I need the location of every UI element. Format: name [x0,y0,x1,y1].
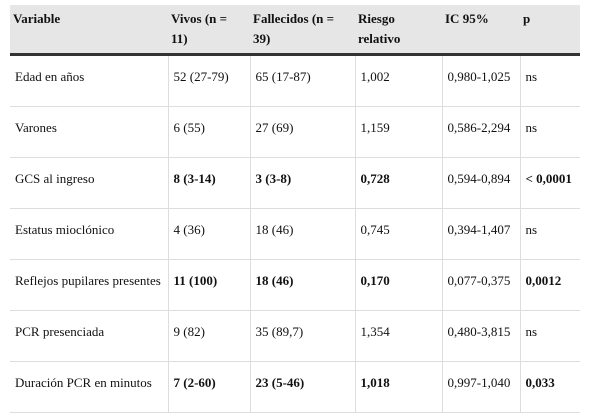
table-cell: Duración PCR en minutos [10,361,169,413]
table-cell: 6 (55) [167,106,251,158]
table-row: Duración PCR en minutos 7 (2-60) 23 (5-46)… [10,361,580,413]
table-cell: 0,997-1,040 [441,361,521,413]
table-cell: 0,480-3,815 [441,310,521,362]
table-cell: 9 (82) [167,310,251,362]
table-cell: 35 (89,7) [249,310,356,362]
header-cell: IC 95% [442,5,520,56]
header-cell: Riesgo relativo [355,5,442,56]
table-cell: 0,980-1,025 [441,54,521,107]
table-cell: ns [519,54,580,107]
table-cell: Reflejos pupilares presentes [10,259,169,311]
table-cell: 27 (69) [249,106,356,158]
table-cell: 0,745 [354,208,443,260]
data-table: Variable Vivos (n = 11) Fallecidos (n = 39… [10,5,580,413]
table-cell: 4 (36) [167,208,251,260]
table-cell: 0,077-0,375 [441,259,521,311]
table-row: Reflejos pupilares presentes 11 (100) 18 (… [10,259,580,311]
table-cell: PCR presenciada [10,310,169,362]
table-cell: 52 (27-79) [167,54,251,107]
table-cell: 7 (2-60) [167,361,251,413]
table-cell: ns [519,310,580,362]
table-cell: 18 (46) [249,259,356,311]
table-cell: 1,159 [354,106,443,158]
table-cell: 65 (17-87) [249,54,356,107]
table-row: GCS al ingreso 8 (3-14) 3 (3-8) 0,728 0,594-… [10,157,580,209]
header-cell: Fallecidos (n = 39) [250,5,355,56]
table-cell: 0,594-0,894 [441,157,521,209]
table-cell: 0,033 [519,361,580,413]
table-row: Estatus mioclónico 4 (36) 18 (46) 0,745 0,39… [10,208,580,260]
table-cell: ns [519,106,580,158]
header-row: Variable Vivos (n = 11) Fallecidos (n = 39… [10,5,580,56]
table-cell: 0,394-1,407 [441,208,521,260]
table-cell: 1,354 [354,310,443,362]
table-cell: 18 (46) [249,208,356,260]
table-row: Edad en años 52 (27-79) 65 (17-87) 1,002 0,9… [10,54,580,107]
table-cell: Estatus mioclónico [10,208,169,260]
table-cell: 3 (3-8) [249,157,356,209]
header-cell: p [520,5,580,56]
table-row: PCR presenciada 9 (82) 35 (89,7) 1,354 0,480… [10,310,580,362]
table-cell: 1,018 [354,361,443,413]
table-cell: 23 (5-46) [249,361,356,413]
table-cell: Varones [10,106,169,158]
table-cell: 0,170 [354,259,443,311]
table-row: Varones 6 (55) 27 (69) 1,159 0,586-2,294 ns [10,106,580,158]
table-cell: < 0,0001 [519,157,580,209]
table-cell: ns [519,208,580,260]
header-cell: Vivos (n = 11) [168,5,250,56]
table-cell: 11 (100) [167,259,251,311]
table-cell: GCS al ingreso [10,157,169,209]
table-cell: 0,728 [354,157,443,209]
table-cell: 8 (3-14) [167,157,251,209]
table-cell: 0,0012 [519,259,580,311]
table-cell: Edad en años [10,54,169,107]
table-cell: 1,002 [354,54,443,107]
header-cell: Variable [10,5,168,56]
table-cell: 0,586-2,294 [441,106,521,158]
